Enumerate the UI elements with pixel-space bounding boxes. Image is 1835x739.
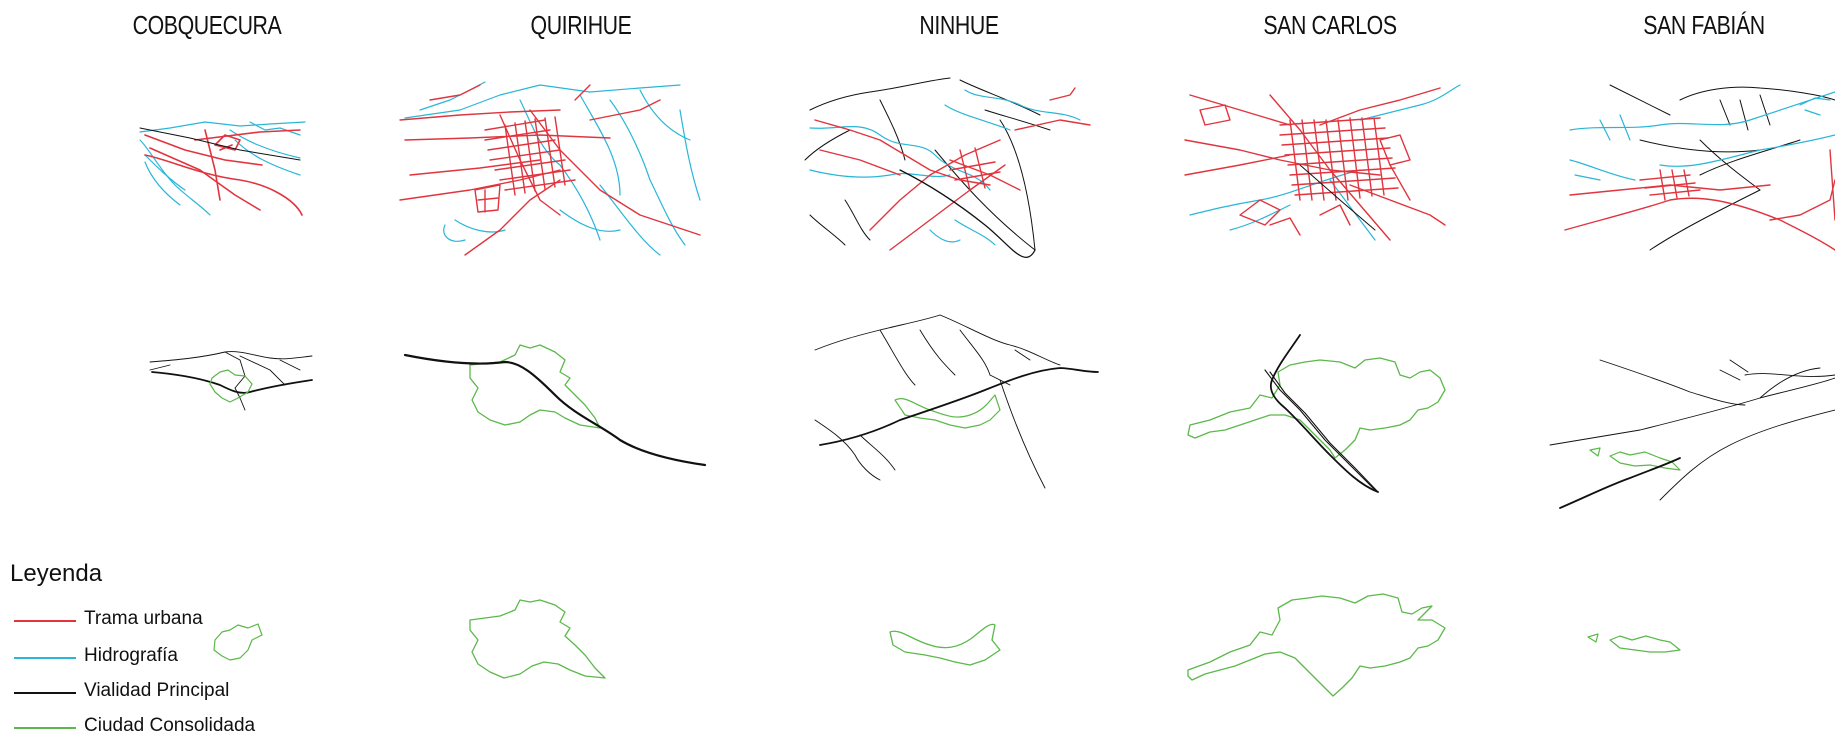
map-san-fabian-road: [1549, 359, 1835, 509]
legend-label-hidro: Hidrografía: [84, 645, 178, 666]
city-title-cobquecura: COBQUECURA: [132, 10, 282, 40]
map-ninhue-full: [804, 77, 1091, 258]
map-ninhue-city: [889, 623, 1001, 666]
legend-label-vial: Vialidad Principal: [84, 680, 230, 701]
map-ninhue-road: [814, 314, 1099, 489]
map-san-carlos-city: [1187, 593, 1446, 697]
map-san-fabian-city: [1587, 633, 1681, 653]
map-quirihue-full: [399, 81, 701, 256]
legend-label-trama: Trama urbana: [84, 608, 203, 629]
map-san-carlos-full: [1184, 84, 1461, 241]
map-cobquecura-full: [139, 121, 306, 216]
map-cobquecura-road: [149, 351, 313, 411]
legend-line-hidro: [14, 657, 76, 659]
city-title-san-fabian: SAN FABIÁN: [1643, 10, 1765, 40]
city-title-ninhue: NINHUE: [919, 10, 999, 40]
map-san-carlos-road: [1187, 334, 1446, 493]
city-title-san-carlos: SAN CARLOS: [1263, 10, 1397, 40]
map-quirihue-road: [403, 344, 707, 467]
legend-label-ciudad: Ciudad Consolidada: [84, 715, 256, 736]
legend-line-vial: [14, 692, 76, 694]
city-title-quirihue: QUIRIHUE: [530, 10, 632, 40]
map-cobquecura-city: [213, 623, 263, 661]
map-san-fabian-full: [1564, 84, 1835, 251]
legend-line-trama: [14, 620, 76, 622]
legend-title: Leyenda: [10, 560, 103, 587]
legend-line-ciudad: [14, 727, 76, 729]
map-quirihue-city: [469, 599, 606, 679]
